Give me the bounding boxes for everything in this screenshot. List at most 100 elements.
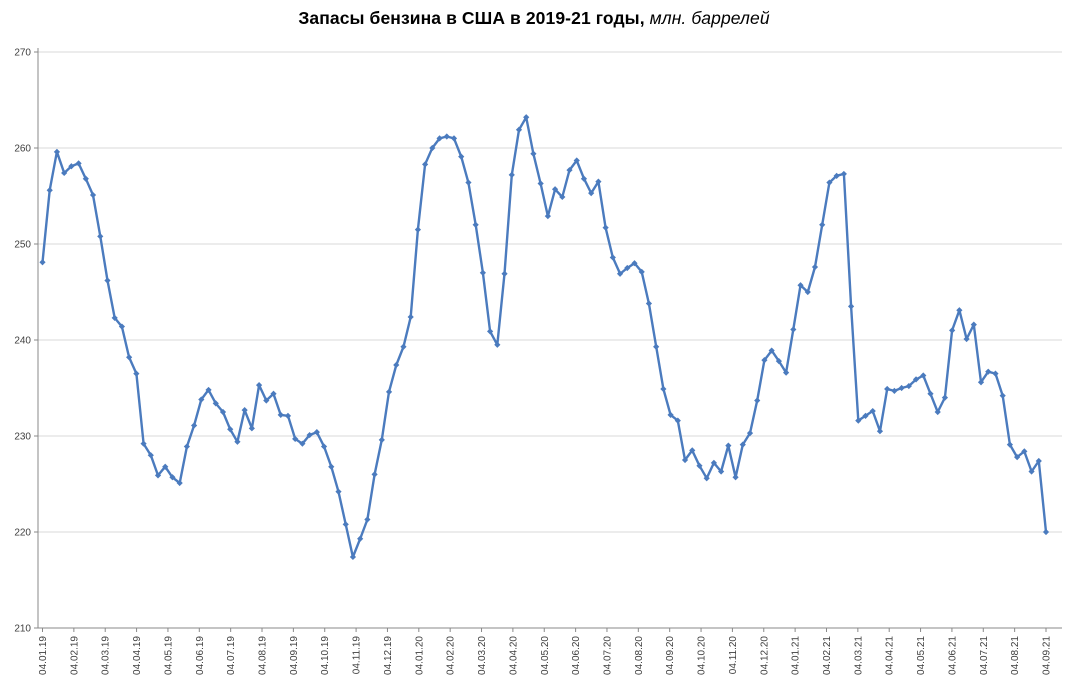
data-point-marker <box>299 440 306 447</box>
x-tick-label: 04.09.21 <box>1042 636 1053 675</box>
data-point-marker <box>898 384 905 392</box>
data-point-marker <box>876 428 884 435</box>
x-tick-label: 04.08.21 <box>1010 636 1021 675</box>
data-point-marker <box>75 160 82 167</box>
data-point-marker <box>681 456 689 464</box>
y-tick-label: 210 <box>14 624 31 635</box>
data-point-marker <box>198 396 205 403</box>
data-point-marker <box>631 260 638 267</box>
data-point-marker <box>797 282 804 289</box>
data-point-marker <box>465 179 472 186</box>
x-tick-label: 04.07.21 <box>979 636 990 675</box>
data-point-marker <box>284 412 292 419</box>
data-point-marker <box>710 459 718 466</box>
data-point-marker <box>414 226 422 233</box>
data-point-marker <box>638 268 645 275</box>
data-point-marker <box>934 408 941 416</box>
data-point-marker <box>667 411 674 418</box>
data-point-marker <box>97 233 104 240</box>
data-point-marker <box>407 313 414 321</box>
data-point-marker <box>674 417 681 424</box>
data-point-marker <box>624 264 631 272</box>
data-point-marker <box>1028 468 1035 475</box>
data-point-marker <box>241 406 248 414</box>
data-point-marker <box>746 430 754 437</box>
data-point-marker <box>703 475 710 482</box>
data-point-marker <box>653 343 660 350</box>
data-point-marker <box>833 172 840 179</box>
x-tick-label: 04.02.19 <box>69 636 80 675</box>
x-tick-label: 04.03.20 <box>477 636 488 675</box>
x-tick-label: 04.05.19 <box>163 636 174 675</box>
x-tick-label: 04.06.21 <box>947 636 958 675</box>
x-tick-label: 04.10.20 <box>697 636 708 675</box>
data-point-marker <box>1014 454 1021 461</box>
data-point-marker <box>393 361 400 369</box>
data-point-marker <box>790 326 797 333</box>
data-point-marker <box>862 412 869 419</box>
x-tick-label: 04.11.20 <box>728 636 739 675</box>
x-tick-label: 04.07.20 <box>602 636 613 675</box>
x-tick-label: 04.04.21 <box>885 636 896 675</box>
data-point-marker <box>458 153 465 160</box>
data-point-marker <box>234 438 241 445</box>
chart-title-main: Запасы бензина в США в 2019-21 годы, <box>298 8 645 28</box>
data-point-marker <box>1042 528 1050 536</box>
data-point-marker <box>176 479 183 487</box>
data-point-marker <box>985 368 992 375</box>
data-point-marker <box>104 277 111 284</box>
data-point-marker <box>126 354 133 361</box>
data-point-marker <box>212 400 219 407</box>
chart-title-units: млн. баррелей <box>644 8 770 28</box>
data-point-marker <box>768 347 775 354</box>
data-point-marker <box>162 463 169 470</box>
x-tick-label: 04.05.20 <box>540 636 551 675</box>
x-tick-label: 04.02.21 <box>822 636 833 675</box>
data-point-marker <box>884 385 891 393</box>
data-point-marker <box>718 468 725 475</box>
data-point-marker <box>754 397 761 404</box>
data-point-marker <box>941 394 949 401</box>
data-point-marker <box>255 382 263 389</box>
data-point-marker <box>313 429 320 436</box>
x-tick-label: 04.02.20 <box>446 636 457 675</box>
data-point-marker <box>616 270 624 277</box>
data-point-marker <box>508 171 515 178</box>
data-point-marker <box>140 440 147 447</box>
data-point-marker <box>270 390 277 397</box>
data-point-marker <box>905 382 912 390</box>
data-point-marker <box>949 327 956 334</box>
data-point-marker <box>515 126 523 133</box>
x-tick-label: 04.03.21 <box>853 636 864 675</box>
data-point-marker <box>205 386 212 394</box>
x-tick-label: 04.01.21 <box>791 636 802 675</box>
data-point-marker <box>277 411 284 418</box>
data-point-marker <box>912 376 920 383</box>
data-point-marker <box>819 221 826 228</box>
x-tick-label: 04.06.20 <box>571 636 582 675</box>
data-point-marker <box>328 463 335 470</box>
data-point-marker <box>248 425 255 432</box>
data-point-marker <box>855 417 862 424</box>
data-point-marker <box>660 385 667 393</box>
data-point-marker <box>999 392 1006 399</box>
data-point-marker <box>364 516 371 523</box>
data-point-marker <box>566 166 573 174</box>
y-tick-label: 250 <box>14 240 31 251</box>
data-point-marker <box>357 535 364 542</box>
data-point-marker <box>523 114 530 121</box>
data-point-marker <box>53 148 61 155</box>
x-tick-label: 04.07.19 <box>226 636 237 675</box>
data-point-marker <box>1021 448 1028 455</box>
data-point-marker <box>371 471 378 478</box>
gridlines <box>38 51 1062 533</box>
data-point-marker <box>306 431 313 439</box>
x-tick-label: 04.10.19 <box>320 636 331 675</box>
data-point-marker <box>263 397 270 404</box>
data-point-marker <box>133 370 140 377</box>
chart-title: Запасы бензина в США в 2019-21 годы, млн… <box>0 8 1068 29</box>
data-point-marker <box>436 135 443 142</box>
data-point-marker <box>573 157 580 164</box>
data-point-marker <box>544 213 551 220</box>
